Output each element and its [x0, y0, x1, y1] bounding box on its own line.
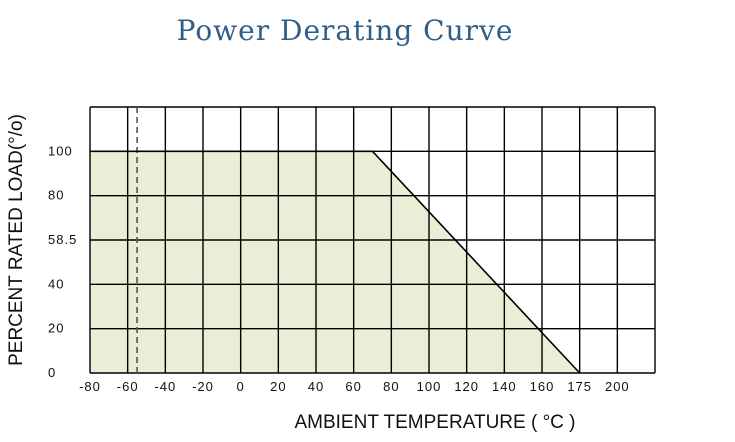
plot-fill-layer — [90, 151, 580, 373]
chart-title: Power Derating Curve — [177, 14, 514, 47]
x-tick-label: 40 — [308, 379, 324, 394]
x-tick-label: -40 — [154, 379, 176, 394]
x-tick-label: 0 — [237, 379, 245, 394]
x-tick-label: -80 — [79, 379, 101, 394]
x-tick-label: 175 — [567, 379, 592, 394]
x-tick-labels: -80 -60 -40 -20 0 20 40 60 80 100 120 140 160 175 200 — [79, 379, 630, 394]
x-tick-label: 200 — [605, 379, 630, 394]
y-tick-label: 100 — [48, 143, 73, 158]
derating-curve-line — [90, 150, 581, 374]
x-tick-label: -20 — [192, 379, 214, 394]
y-tick-label: 58.5 — [48, 232, 77, 247]
y-axis-label: PERCENT RATED LOAD(°/o) — [6, 114, 27, 366]
x-tick-label: 60 — [345, 379, 361, 394]
y-tick-label: 0 — [48, 365, 56, 380]
x-tick-label: 20 — [270, 379, 286, 394]
y-tick-labels: 0 20 40 58.5 80 100 — [48, 143, 77, 380]
y-tick-label: 20 — [48, 321, 64, 336]
x-tick-label: 100 — [417, 379, 442, 394]
y-tick-label: 40 — [48, 276, 64, 291]
y-tick-label: 80 — [48, 188, 64, 203]
x-tick-label: -60 — [117, 379, 139, 394]
curve-layer — [90, 107, 581, 374]
x-tick-label: 80 — [383, 379, 399, 394]
x-tick-label: 140 — [492, 379, 517, 394]
x-axis-label: AMBIENT TEMPERATURE ( °C ) — [294, 412, 575, 433]
derating-fill-area — [90, 151, 580, 373]
x-tick-label: 120 — [454, 379, 479, 394]
x-tick-label: 160 — [530, 379, 555, 394]
